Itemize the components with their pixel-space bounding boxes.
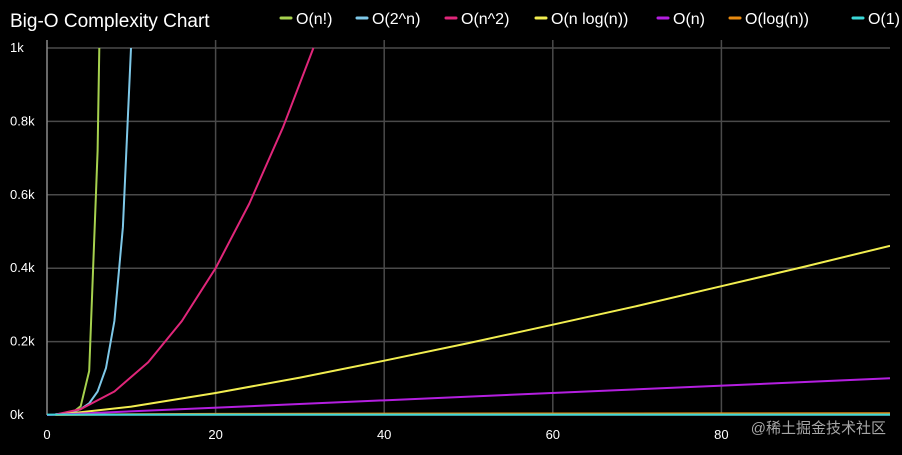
legend-label: O(2^n): [372, 11, 420, 28]
legend-item[interactable]: O(n): [656, 11, 705, 28]
x-tick-label: 0: [43, 427, 50, 442]
series-line: [55, 47, 132, 416]
legend: O(n!) O(2^n) O(n^2) O(n log(n)) O(n) O(log(n)…: [279, 11, 900, 28]
y-tick-label: 1k: [10, 40, 24, 55]
y-axis-ticks: 0k 0.2k 0.4k 0.6k 0.8k 1k: [10, 40, 35, 422]
legend-label: O(log(n)): [745, 11, 809, 28]
x-tick-label: 60: [546, 427, 560, 442]
legend-item[interactable]: O(n^2): [444, 11, 509, 28]
y-tick-label: 0.8k: [10, 113, 35, 128]
grid: [46, 40, 890, 416]
legend-item[interactable]: O(2^n): [355, 11, 420, 28]
x-tick-label: 40: [377, 427, 391, 442]
series-line: [55, 47, 315, 416]
x-axis-ticks: 0 20 40 60 80: [43, 427, 728, 442]
chart-title: Big-O Complexity Chart: [10, 11, 210, 32]
legend-label: O(1): [868, 11, 900, 28]
legend-item[interactable]: O(n!): [279, 11, 332, 28]
y-tick-label: 0.2k: [10, 334, 35, 349]
series-line: [55, 47, 101, 416]
legend-item[interactable]: O(1): [851, 11, 900, 28]
legend-label: O(n!): [296, 11, 332, 28]
legend-label: O(n): [673, 11, 705, 28]
legend-item[interactable]: O(n log(n)): [534, 11, 628, 28]
watermark: @稀土掘金技术社区: [751, 420, 886, 437]
legend-label: O(n log(n)): [551, 11, 628, 28]
y-tick-label: 0k: [10, 407, 24, 422]
legend-item[interactable]: O(log(n)): [728, 11, 809, 28]
y-tick-label: 0.6k: [10, 187, 35, 202]
series-line: [47, 377, 890, 416]
series-line: [55, 244, 890, 416]
x-tick-label: 20: [208, 427, 222, 442]
legend-label: O(n^2): [461, 11, 509, 28]
x-tick-label: 80: [714, 427, 728, 442]
y-tick-label: 0.4k: [10, 260, 35, 275]
series-lines: [47, 47, 890, 416]
